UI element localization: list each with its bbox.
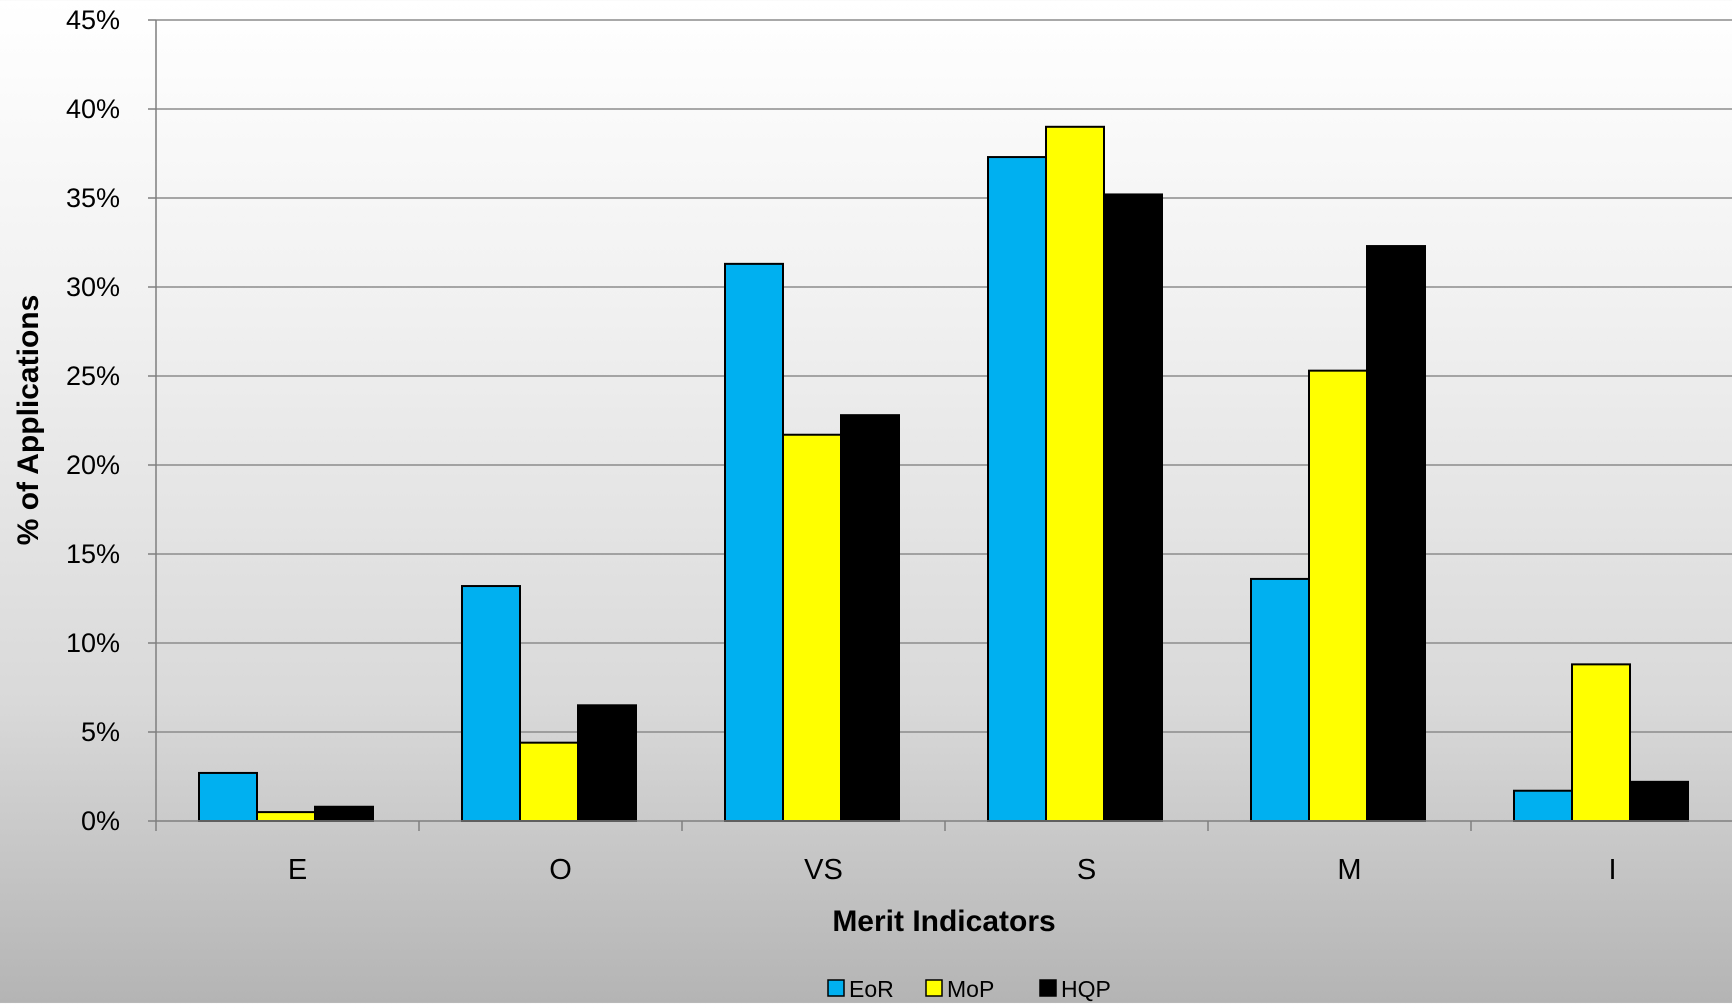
- x-axis-title: Merit Indicators: [832, 905, 1055, 938]
- axis-labels: Merit Indicators % of Applications: [12, 295, 1056, 938]
- y-tick-label: 25%: [66, 361, 120, 391]
- bar-eor-i: [1513, 789, 1573, 822]
- x-tick-label: M: [1337, 854, 1361, 886]
- y-tick-label: 45%: [66, 5, 120, 35]
- bar-eor-s: [987, 156, 1047, 822]
- y-tick-label: 5%: [81, 717, 120, 747]
- y-tick-label: 10%: [66, 628, 120, 658]
- legend-label-hqp: HQP: [1061, 976, 1111, 1002]
- bar-mop-o: [519, 741, 579, 822]
- y-tick-label: 20%: [66, 450, 120, 480]
- bar-mop-vs: [782, 433, 842, 822]
- bar-hqp-vs: [840, 414, 900, 822]
- bar-hqp-m: [1366, 245, 1426, 822]
- x-tick-label: E: [288, 854, 307, 886]
- bar-hqp-i: [1629, 780, 1689, 823]
- bar-hqp-s: [1103, 193, 1163, 822]
- gridlines: [156, 19, 1732, 733]
- y-axis-title: % of Applications: [12, 295, 45, 546]
- y-tick-label: 0%: [81, 806, 120, 836]
- bar-mop-e: [256, 811, 316, 822]
- legend: EoR MoP HQP: [827, 976, 1111, 1002]
- bar-eor-m: [1250, 577, 1310, 822]
- y-tick-label: 35%: [66, 183, 120, 213]
- bar-eor-o: [461, 585, 521, 822]
- x-tick-label: I: [1608, 854, 1616, 886]
- x-tick-label: S: [1077, 854, 1096, 886]
- legend-label-eor: EoR: [849, 976, 894, 1002]
- y-tick-label: 40%: [66, 94, 120, 124]
- bar-hqp-e: [314, 805, 374, 823]
- bars: [198, 125, 1689, 823]
- y-tick-label: 15%: [66, 539, 120, 569]
- bar-eor-e: [198, 771, 258, 823]
- legend-swatch-hqp: [1039, 979, 1057, 997]
- axes: 0% 5% 10% 15% 20% 25% 30% 35% 40% 45% E O VS S M I: [66, 5, 1732, 886]
- x-tick-label: O: [549, 854, 572, 886]
- bar-mop-i: [1571, 663, 1631, 822]
- x-tick-label: VS: [804, 854, 843, 886]
- bar-mop-m: [1308, 369, 1368, 822]
- y-tick-label: 30%: [66, 272, 120, 302]
- legend-label-mop: MoP: [947, 976, 994, 1002]
- bar-mop-s: [1045, 125, 1105, 823]
- bar-hqp-o: [577, 704, 637, 822]
- bar-eor-vs: [724, 262, 784, 822]
- legend-swatch-eor: [827, 979, 845, 997]
- legend-swatch-mop: [925, 979, 943, 997]
